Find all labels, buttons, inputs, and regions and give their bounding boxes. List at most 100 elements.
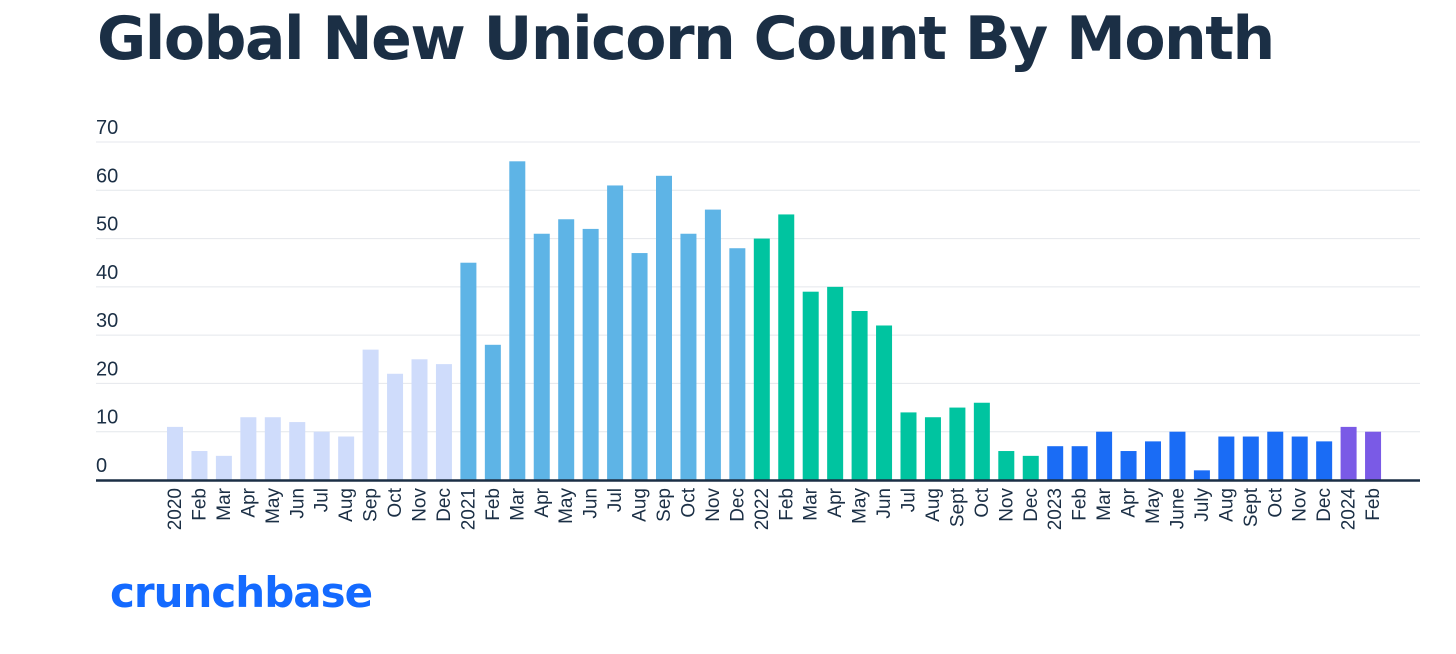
x-tick-label: Feb (189, 488, 210, 521)
bar (1316, 441, 1333, 480)
bar (215, 455, 232, 480)
x-tick-label: May (263, 488, 284, 524)
y-tick-label: 10 (96, 407, 118, 429)
x-tick-label: Sept (1241, 487, 1262, 527)
bar (362, 349, 379, 480)
x-tick-label: Apr (532, 487, 553, 517)
bar (289, 422, 306, 480)
bar (167, 426, 183, 480)
x-tick-label: Dec (1021, 488, 1042, 522)
bar (338, 436, 355, 480)
bar (778, 214, 795, 480)
x-tick-label: 2023 (1045, 488, 1066, 530)
x-tick-label: Mar (214, 487, 235, 520)
chart-title: Global New Unicorn Count By Month (97, 4, 1275, 74)
bar (851, 311, 868, 480)
bar (631, 253, 648, 480)
bar (802, 291, 819, 480)
x-tick-label: Feb (776, 488, 797, 521)
x-tick-label: Nov (996, 488, 1017, 522)
bar (1022, 455, 1039, 480)
bar (607, 185, 624, 480)
x-tick-label: Mar (507, 487, 528, 520)
x-tick-label: Sept (947, 487, 968, 527)
x-tick-label: Jun (581, 488, 602, 519)
x-tick-label: July (1192, 488, 1213, 522)
x-tick-label: 2020 (165, 488, 186, 530)
bar (387, 373, 404, 480)
y-tick-label: 50 (96, 214, 118, 236)
x-tick-label: June (1167, 488, 1188, 529)
x-tick-label: Mar (1094, 487, 1115, 520)
bar (1120, 451, 1137, 480)
bar (191, 451, 208, 480)
x-tick-label: Feb (1070, 488, 1091, 521)
bar (704, 209, 721, 480)
bar (949, 407, 966, 480)
bar (973, 402, 990, 480)
bar (484, 344, 501, 480)
bar (1291, 436, 1308, 480)
x-tick-label: Aug (336, 488, 357, 522)
bar (1145, 441, 1161, 480)
x-tick-label: Jul (899, 488, 920, 512)
bar (729, 248, 746, 480)
x-tick-label: Nov (703, 488, 724, 522)
x-tick-label: Sep (361, 488, 382, 522)
x-tick-label: May (1143, 488, 1164, 524)
x-tick-label: Apr (238, 487, 259, 517)
y-tick-label: 60 (96, 165, 118, 187)
x-tick-label: Jul (312, 488, 333, 512)
bar (1071, 446, 1088, 480)
bar (460, 262, 477, 480)
x-tick-label: Aug (630, 488, 651, 522)
x-tick-label: Dec (434, 488, 455, 522)
x-tick-label: Sep (654, 488, 675, 522)
x-tick-label: Dec (1314, 488, 1335, 522)
bar (827, 286, 844, 480)
bar (582, 228, 599, 480)
bar (1218, 436, 1235, 480)
x-tick-label: Nov (410, 488, 431, 522)
x-tick-label: Mar (801, 487, 822, 520)
x-tick-label: Aug (1216, 488, 1237, 522)
bar (1340, 426, 1357, 480)
bar (1267, 431, 1284, 480)
y-tick-label: 40 (96, 262, 118, 284)
bar (680, 233, 697, 480)
x-tick-label: Apr (1119, 487, 1140, 517)
y-tick-label: 30 (96, 310, 118, 332)
bar (924, 417, 941, 480)
x-tick-label: Oct (1265, 487, 1286, 517)
bar (998, 451, 1015, 480)
x-tick-label: Apr (825, 487, 846, 517)
bar (1242, 436, 1259, 480)
bar (240, 417, 257, 480)
bar (656, 175, 672, 481)
x-tick-label: Oct (385, 487, 406, 517)
bar (313, 431, 330, 480)
x-tick-label: 2024 (1339, 488, 1360, 531)
bar (1193, 470, 1210, 480)
bar (533, 233, 550, 480)
bar (753, 238, 770, 480)
x-tick-label: Dec (727, 488, 748, 522)
x-axis-labels: 2020 Feb Mar Apr May Jun Jul Aug Sep Oct Nov Dec 202… (165, 487, 1384, 530)
bar (900, 412, 917, 480)
x-tick-label: May (850, 488, 871, 524)
x-tick-label: Jun (287, 488, 308, 519)
x-tick-label: Oct (678, 487, 699, 517)
crunchbase-logo: crunchbase (110, 568, 373, 617)
y-tick-label: 0 (96, 455, 107, 477)
x-tick-label: Oct (972, 487, 993, 517)
x-tick-label: Nov (1290, 488, 1311, 522)
bar (411, 359, 428, 480)
bar (876, 325, 893, 480)
y-tick-label: 70 (96, 117, 118, 139)
x-tick-label: Jun (874, 488, 895, 519)
bar (1047, 446, 1064, 480)
bar (509, 161, 526, 480)
x-tick-label: May (556, 488, 577, 524)
bar (1365, 431, 1382, 480)
